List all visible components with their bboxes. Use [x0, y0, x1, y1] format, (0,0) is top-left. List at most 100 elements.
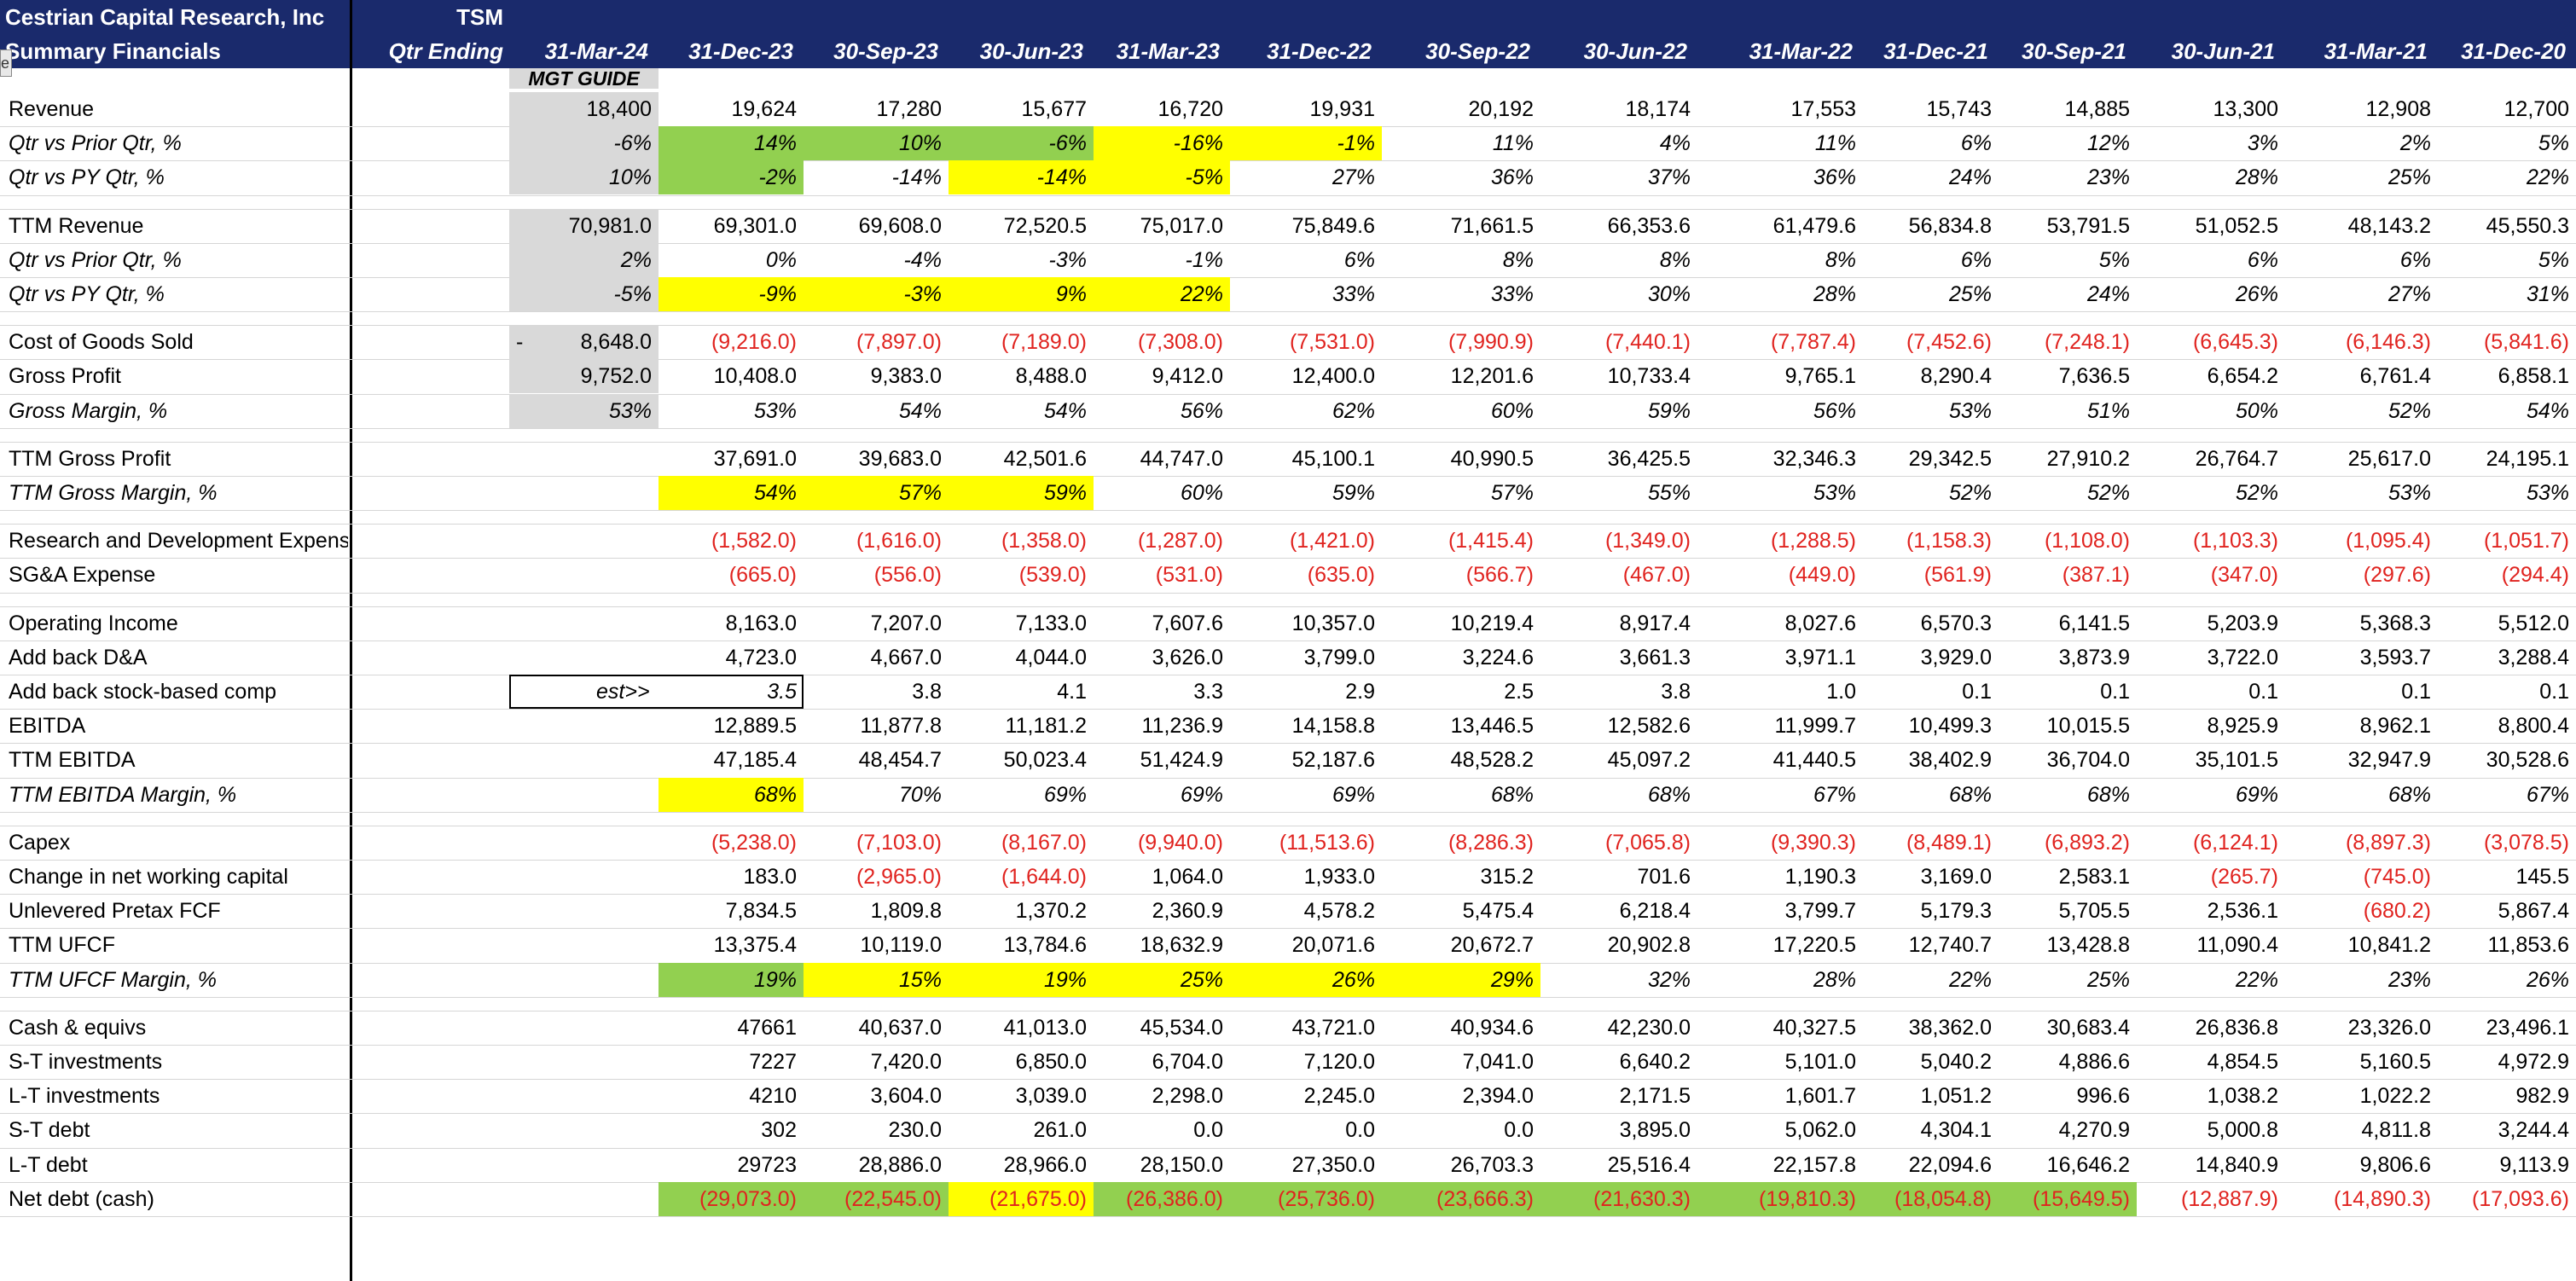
data-cell[interactable]: 52,187.6: [1291, 747, 1375, 772]
data-cell[interactable]: 53%: [1948, 398, 1992, 423]
data-cell[interactable]: 28%: [1813, 967, 1856, 992]
data-cell[interactable]: 14%: [659, 126, 804, 160]
data-cell[interactable]: 32,947.9: [2347, 747, 2431, 772]
data-cell[interactable]: (294.4): [2501, 562, 2569, 587]
data-cell[interactable]: [509, 442, 659, 476]
data-cell[interactable]: (7,065.8): [1604, 830, 1691, 855]
data-cell[interactable]: [509, 1011, 659, 1045]
data-cell[interactable]: 6,218.4: [1619, 898, 1691, 923]
data-cell[interactable]: 25%: [1094, 963, 1230, 997]
data-cell[interactable]: 28,150.0: [1140, 1152, 1223, 1177]
data-cell[interactable]: [509, 1045, 659, 1079]
row-label[interactable]: Research and Development Expense: [9, 528, 348, 553]
data-cell[interactable]: [509, 675, 659, 709]
data-cell[interactable]: 51,424.9: [1140, 747, 1223, 772]
data-cell[interactable]: 53%: [1813, 480, 1856, 505]
data-cell[interactable]: (265.7): [2210, 864, 2278, 889]
data-cell[interactable]: 55%: [1647, 480, 1691, 505]
data-cell[interactable]: 5,475.4: [1462, 898, 1534, 923]
data-cell[interactable]: 4,972.9: [2498, 1049, 2569, 1074]
data-cell[interactable]: 10,219.4: [1450, 611, 1534, 635]
data-cell[interactable]: 8,962.1: [2359, 713, 2431, 738]
data-cell[interactable]: 28%: [1813, 281, 1856, 306]
data-cell[interactable]: 1,933.0: [1303, 864, 1375, 889]
data-cell[interactable]: 44,747.0: [1140, 446, 1223, 471]
data-cell[interactable]: -1%: [1185, 247, 1223, 272]
data-cell[interactable]: 6,640.2: [1619, 1049, 1691, 1074]
data-cell[interactable]: 8,800.4: [2498, 713, 2569, 738]
data-cell[interactable]: 22%: [2526, 165, 2569, 189]
data-cell[interactable]: (19,810.3): [1697, 1182, 1863, 1216]
data-cell[interactable]: 11,236.9: [1141, 713, 1223, 738]
data-cell[interactable]: 12,908: [2365, 96, 2431, 121]
data-cell[interactable]: 5,368.3: [2359, 611, 2431, 635]
data-cell[interactable]: -6%: [509, 126, 659, 160]
data-cell[interactable]: 1,809.8: [870, 898, 942, 923]
data-cell[interactable]: (1,108.0): [2044, 528, 2130, 553]
data-cell[interactable]: 1,190.3: [1784, 864, 1856, 889]
data-cell[interactable]: (7,897.0): [856, 329, 942, 354]
data-cell[interactable]: 52%: [2086, 480, 2130, 505]
data-cell[interactable]: 22,157.8: [1772, 1152, 1856, 1177]
data-cell[interactable]: 28,886.0: [858, 1152, 942, 1177]
data-cell[interactable]: -4%: [903, 247, 942, 272]
data-cell[interactable]: 53%: [753, 398, 797, 423]
data-cell[interactable]: 6,858.1: [2498, 363, 2569, 388]
data-cell[interactable]: 14,840.9: [2195, 1152, 2278, 1177]
data-cell[interactable]: 261.0: [1033, 1117, 1087, 1142]
data-cell[interactable]: 32%: [1647, 967, 1691, 992]
row-label[interactable]: Qtr vs Prior Qtr, %: [9, 130, 182, 155]
data-cell[interactable]: 42,230.0: [1607, 1015, 1691, 1040]
data-cell[interactable]: 52%: [2387, 398, 2431, 423]
data-cell[interactable]: 45,534.0: [1140, 1015, 1223, 1040]
data-cell[interactable]: 5,040.2: [1920, 1049, 1992, 1074]
data-cell[interactable]: 61,479.6: [1772, 213, 1856, 238]
data-cell[interactable]: 3,604.0: [870, 1083, 942, 1108]
data-cell[interactable]: (8,167.0): [1001, 830, 1087, 855]
data-cell[interactable]: [509, 894, 659, 928]
data-cell[interactable]: (25,736.0): [1230, 1182, 1382, 1216]
data-cell[interactable]: 8,648.0: [509, 325, 659, 359]
data-cell[interactable]: 23,326.0: [2347, 1015, 2431, 1040]
data-cell[interactable]: 4,811.8: [2361, 1117, 2431, 1142]
data-cell[interactable]: 26,836.8: [2195, 1015, 2278, 1040]
data-cell[interactable]: 11,999.7: [1774, 713, 1856, 738]
data-cell[interactable]: 57%: [804, 476, 949, 510]
data-cell[interactable]: 1,051.2: [1920, 1083, 1992, 1108]
data-cell[interactable]: 19,624: [731, 96, 797, 121]
data-cell[interactable]: 9,806.6: [2359, 1152, 2431, 1177]
data-cell[interactable]: 26%: [1230, 963, 1382, 997]
data-cell[interactable]: 12,201.6: [1450, 363, 1534, 388]
data-cell[interactable]: (7,531.0): [1289, 329, 1375, 354]
data-cell[interactable]: 36%: [1490, 165, 1534, 189]
data-cell[interactable]: (1,051.7): [2483, 528, 2569, 553]
data-cell[interactable]: 5,101.0: [1784, 1049, 1856, 1074]
data-cell[interactable]: 9,383.0: [870, 363, 942, 388]
data-cell[interactable]: [509, 476, 659, 510]
row-label[interactable]: SG&A Expense: [9, 562, 156, 587]
data-cell[interactable]: 10%: [509, 160, 659, 194]
row-label[interactable]: TTM EBITDA: [9, 747, 136, 772]
data-cell[interactable]: (5,841.6): [2483, 329, 2569, 354]
tab-stub[interactable]: e: [0, 49, 12, 77]
data-cell[interactable]: 4,304.1: [1920, 1117, 1992, 1142]
data-cell[interactable]: 54%: [898, 398, 942, 423]
data-cell[interactable]: (21,675.0): [949, 1182, 1094, 1216]
data-cell[interactable]: 1,022.2: [2359, 1083, 2431, 1108]
data-cell[interactable]: 35,101.5: [2195, 747, 2278, 772]
data-cell[interactable]: (23,666.3): [1382, 1182, 1540, 1216]
data-cell[interactable]: 36,425.5: [1607, 446, 1691, 471]
data-cell[interactable]: 31%: [2526, 281, 2569, 306]
data-cell[interactable]: 37%: [1647, 165, 1691, 189]
data-cell[interactable]: 47,185.4: [713, 747, 797, 772]
data-cell[interactable]: 3,722.0: [2207, 645, 2278, 669]
data-cell[interactable]: 8%: [1825, 247, 1856, 272]
data-cell[interactable]: 32,346.3: [1772, 446, 1856, 471]
data-cell[interactable]: 2.5: [1504, 679, 1534, 704]
data-cell[interactable]: (1,158.3): [1906, 528, 1992, 553]
data-cell[interactable]: 3,895.0: [1619, 1117, 1691, 1142]
data-cell[interactable]: [509, 524, 659, 558]
data-cell[interactable]: 13,446.5: [1450, 713, 1534, 738]
data-cell[interactable]: 48,143.2: [2347, 213, 2431, 238]
data-cell[interactable]: (26,386.0): [1094, 1182, 1230, 1216]
